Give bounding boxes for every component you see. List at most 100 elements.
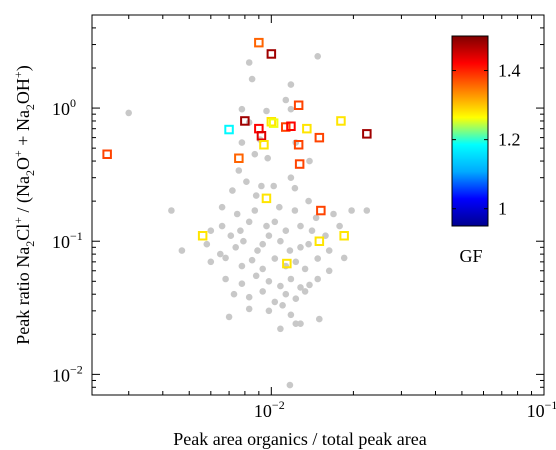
gray-data-point xyxy=(336,222,343,230)
gray-data-point xyxy=(245,305,253,313)
gray-data-point xyxy=(277,325,284,333)
gray-data-point xyxy=(245,293,253,301)
gray-data-point xyxy=(286,381,294,389)
gf-data-point xyxy=(234,153,244,163)
gray-data-point xyxy=(271,298,279,306)
gray-data-point xyxy=(292,295,300,303)
gray-data-point xyxy=(325,247,333,254)
gf-data-point xyxy=(259,140,269,150)
gray-data-point xyxy=(282,227,290,234)
gray-data-point xyxy=(230,290,238,298)
colorbar xyxy=(451,35,489,227)
x-axis-label: Peak area organics / total peak area xyxy=(173,429,427,449)
gray-data-point xyxy=(254,247,261,254)
gray-data-point xyxy=(232,244,239,251)
gray-data-point xyxy=(265,307,273,315)
gray-data-point xyxy=(252,272,260,280)
gf-data-point xyxy=(316,205,326,216)
gf-data-point xyxy=(281,122,291,132)
gray-data-point xyxy=(207,258,215,266)
axis-tick-labels: 10−2 10−1 10−2 10−1 100 xyxy=(52,96,556,421)
gray-data-point xyxy=(225,313,233,321)
colored-points-group xyxy=(102,37,372,269)
gray-data-point xyxy=(245,218,253,226)
gray-data-point xyxy=(259,265,267,273)
gray-data-point xyxy=(238,139,246,146)
gray-data-point xyxy=(282,290,290,298)
gray-data-point xyxy=(277,282,284,290)
gray-data-point xyxy=(218,203,226,211)
gf-data-point xyxy=(256,131,267,141)
gray-data-point xyxy=(238,280,246,288)
gf-data-point xyxy=(293,140,304,150)
gray-data-point xyxy=(276,203,283,211)
gray-data-point xyxy=(305,197,312,205)
gf-data-point xyxy=(314,236,325,246)
gray-data-point xyxy=(312,214,320,222)
gray-data-point xyxy=(265,278,273,285)
gf-data-point xyxy=(286,121,296,131)
gray-data-point xyxy=(235,167,243,174)
gf-data-point xyxy=(362,129,372,139)
gray-data-point xyxy=(277,237,284,245)
gf-data-point xyxy=(224,124,234,135)
gray-data-point xyxy=(222,275,229,283)
gray-data-point xyxy=(301,265,309,273)
gray-data-point xyxy=(245,59,253,66)
gray-data-point xyxy=(286,247,294,254)
gf-data-point xyxy=(282,258,292,269)
gf-data-point xyxy=(240,116,250,126)
gray-data-point xyxy=(203,240,211,248)
gray-data-point xyxy=(287,275,295,283)
gray-data-point xyxy=(314,53,322,60)
gray-data-point xyxy=(287,81,295,88)
gray-data-point xyxy=(297,320,304,328)
y-tick-label: 10−2 xyxy=(52,362,83,385)
gf-data-point xyxy=(268,118,279,128)
gray-data-point xyxy=(287,174,295,181)
gray-data-point xyxy=(240,237,247,245)
gray-data-point xyxy=(330,210,337,218)
gf-data-point xyxy=(293,100,304,110)
gray-data-point xyxy=(291,207,299,214)
plot-frame xyxy=(91,14,545,396)
gray-data-point xyxy=(259,240,267,248)
gf-data-point xyxy=(261,193,272,204)
y-tick-label: 100 xyxy=(52,96,76,119)
gray-data-point xyxy=(258,182,265,190)
gf-data-point xyxy=(254,37,264,48)
gray-data-point xyxy=(314,275,322,283)
gf-data-point xyxy=(294,159,305,169)
gray-data-point xyxy=(297,244,304,251)
gray-data-point xyxy=(243,178,250,185)
gray-data-point xyxy=(325,267,333,275)
gray-data-point xyxy=(265,232,273,239)
gray-data-point xyxy=(229,187,236,194)
gray-data-point xyxy=(297,222,304,230)
gray-data-point xyxy=(306,157,313,165)
colorbar-tick-label: 1.2 xyxy=(498,130,521,150)
gray-data-point xyxy=(227,232,235,239)
colorbar-ticks: 1 1.2 1.4 xyxy=(452,61,521,219)
gray-data-point xyxy=(306,281,313,289)
gray-data-point xyxy=(363,207,371,214)
gray-data-point xyxy=(270,182,278,190)
colorbar-tick-label: 1 xyxy=(498,199,507,219)
gray-data-point xyxy=(251,150,259,158)
gray-data-point xyxy=(271,255,279,262)
gray-data-point xyxy=(279,302,286,309)
gray-data-point xyxy=(314,255,322,262)
gray-data-point xyxy=(263,107,270,115)
gray-data-point xyxy=(218,222,226,230)
gray-data-point xyxy=(271,218,279,226)
gray-data-point xyxy=(222,254,229,262)
y-axis-label: Peak ratio Na2Cl+ / (Na2O+ + Na2OH+) xyxy=(11,65,37,344)
gf-data-point xyxy=(266,49,277,59)
gray-data-point xyxy=(264,154,272,162)
gray-data-point xyxy=(259,288,267,295)
gray-data-point xyxy=(292,320,300,328)
gray-data-point xyxy=(251,207,259,214)
gf-data-point xyxy=(336,116,346,126)
gray-data-point xyxy=(252,192,260,199)
